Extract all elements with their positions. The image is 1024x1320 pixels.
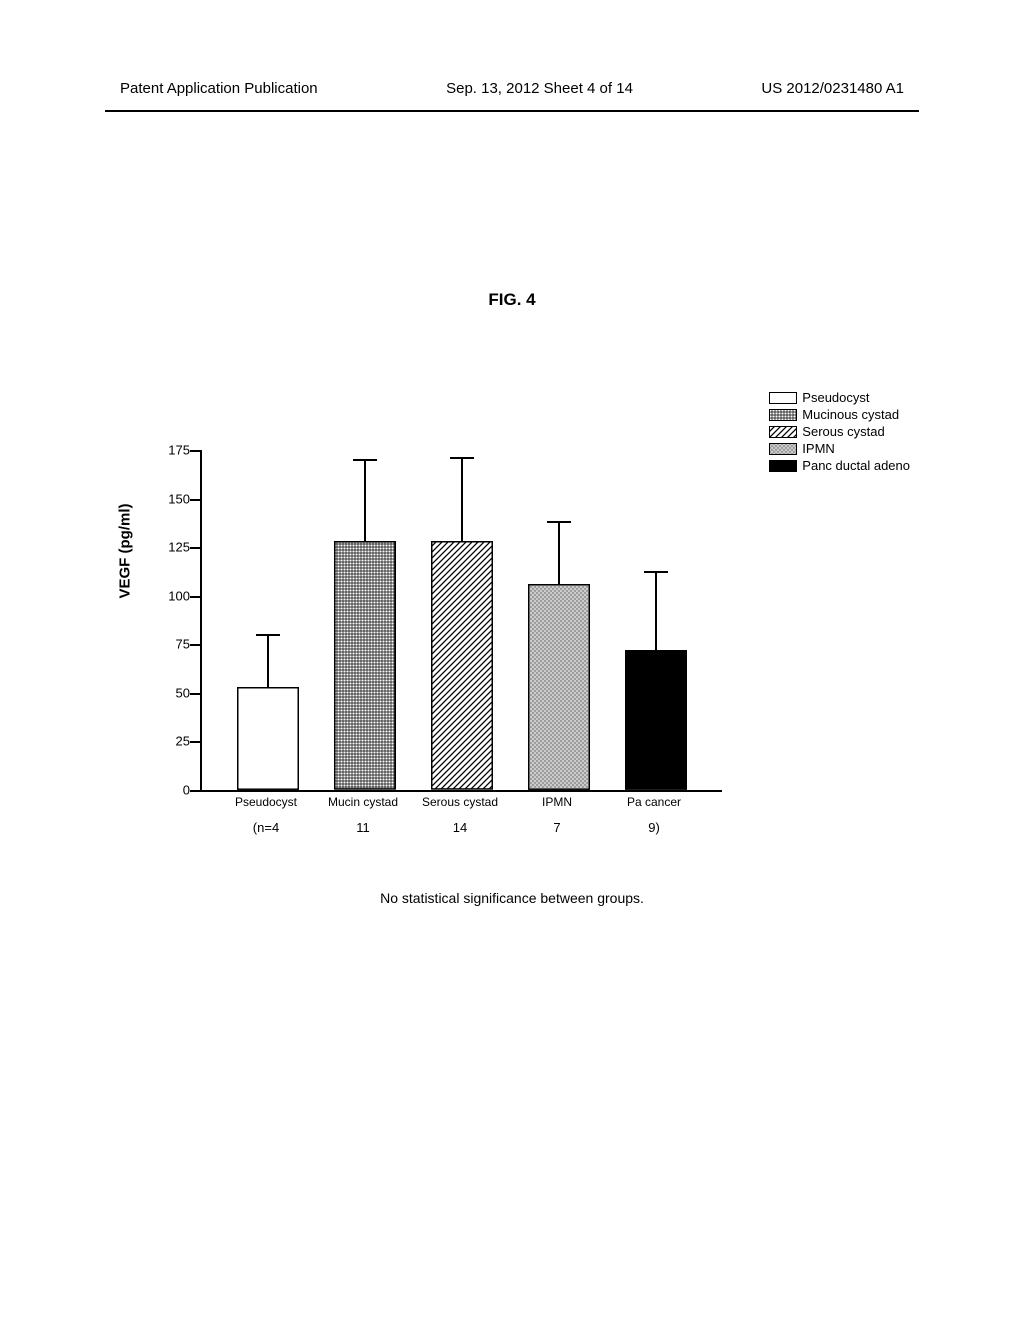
legend-item: Serous cystad [769, 424, 910, 439]
page-header: Patent Application Publication Sep. 13, … [0, 80, 1024, 97]
y-tick [190, 693, 200, 695]
legend-label: Mucinous cystad [802, 407, 899, 422]
legend-label: Serous cystad [802, 424, 884, 439]
x-tick-label: Pseudocyst [235, 795, 297, 809]
y-tick-label: 125 [155, 540, 190, 555]
header-right: US 2012/0231480 A1 [761, 80, 904, 97]
header-rule [105, 110, 919, 112]
y-tick [190, 644, 200, 646]
x-tick-label: Mucin cystad [328, 795, 398, 809]
legend-swatch [769, 426, 797, 438]
legend-item: Panc ductal adeno [769, 458, 910, 473]
x-n-label: 7 [553, 820, 560, 835]
y-tick [190, 450, 200, 452]
y-tick-label: 75 [155, 637, 190, 652]
x-tick-label: Pa cancer [627, 795, 681, 809]
error-bar [461, 458, 463, 542]
error-cap [353, 459, 377, 461]
y-tick [190, 547, 200, 549]
error-bar [267, 635, 269, 687]
x-n-label: 14 [453, 820, 467, 835]
y-tick [190, 499, 200, 501]
y-tick [190, 741, 200, 743]
x-tick-label: Serous cystad [422, 795, 498, 809]
legend-swatch [769, 443, 797, 455]
footnote: No statistical significance between grou… [0, 890, 1024, 906]
chart: Pseudocyst Mucinous cystad Serous cystad IP… [130, 390, 900, 860]
bar [334, 541, 396, 790]
y-tick [190, 596, 200, 598]
figure-title: FIG. 4 [0, 290, 1024, 310]
legend-label: Panc ductal adeno [802, 458, 910, 473]
page: Patent Application Publication Sep. 13, … [0, 0, 1024, 1320]
error-cap [547, 521, 571, 523]
x-n-label: (n=4 [253, 820, 279, 835]
legend: Pseudocyst Mucinous cystad Serous cystad IP… [769, 390, 910, 475]
error-bar [364, 460, 366, 542]
x-tick-label: IPMN [542, 795, 572, 809]
y-tick [190, 790, 200, 792]
legend-item: Mucinous cystad [769, 407, 910, 422]
y-tick-label: 0 [155, 783, 190, 798]
bar [237, 687, 299, 790]
x-n-label: 9) [648, 820, 660, 835]
header-left: Patent Application Publication [120, 80, 318, 97]
legend-item: IPMN [769, 441, 910, 456]
error-cap [644, 571, 668, 573]
y-tick-label: 175 [155, 443, 190, 458]
y-tick-label: 25 [155, 734, 190, 749]
bar [625, 650, 687, 790]
legend-label: IPMN [802, 441, 835, 456]
error-bar [558, 522, 560, 584]
header-center: Sep. 13, 2012 Sheet 4 of 14 [446, 80, 633, 97]
legend-label: Pseudocyst [802, 390, 869, 405]
y-axis-label: VEGF (pg/ml) [117, 504, 134, 599]
legend-swatch [769, 409, 797, 421]
error-bar [655, 572, 657, 650]
legend-swatch [769, 392, 797, 404]
y-tick-label: 50 [155, 685, 190, 700]
y-tick-label: 100 [155, 588, 190, 603]
y-tick-label: 150 [155, 491, 190, 506]
x-n-label: 11 [356, 820, 370, 835]
legend-item: Pseudocyst [769, 390, 910, 405]
legend-swatch [769, 460, 797, 472]
bar [431, 541, 493, 790]
error-cap [256, 634, 280, 636]
error-cap [450, 457, 474, 459]
plot-area [200, 450, 722, 792]
bar [528, 584, 590, 790]
